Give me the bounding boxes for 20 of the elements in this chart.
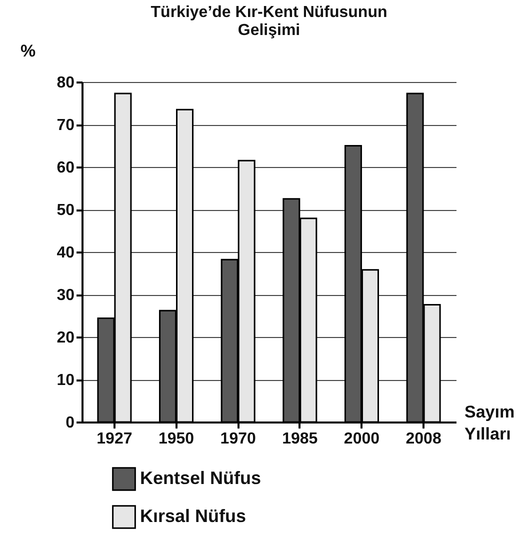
y-tick-label: 70 (56, 117, 75, 134)
y-axis-title: % (20, 42, 36, 60)
y-tick-label: 80 (56, 74, 75, 92)
x-tick-label: 1970 (220, 430, 256, 448)
x-tick-label: 1985 (282, 430, 318, 448)
y-tick-label: 10 (56, 372, 75, 389)
y-tick-label: 20 (56, 330, 75, 346)
y-tick-label: 0 (66, 414, 75, 432)
x-tick-label: 1927 (96, 430, 132, 448)
chart-title: Türkiye’de Kır-Kent Nüfusunun Gelişimi (150, 4, 388, 39)
x-axis-title: Sayım Yılları (464, 402, 515, 444)
legend-label: Kentsel Nüfus (140, 468, 262, 488)
x-tick-label: 2008 (406, 430, 442, 448)
y-tick-label: 30 (56, 287, 75, 304)
x-tick-label: 2000 (344, 430, 380, 448)
legend-label: Kırsal Nüfus (140, 506, 246, 526)
x-tick-label: 1950 (158, 430, 194, 448)
y-tick-label: 40 (56, 244, 75, 262)
y-tick-label: 50 (56, 202, 75, 219)
y-tick-label: 60 (56, 160, 75, 176)
